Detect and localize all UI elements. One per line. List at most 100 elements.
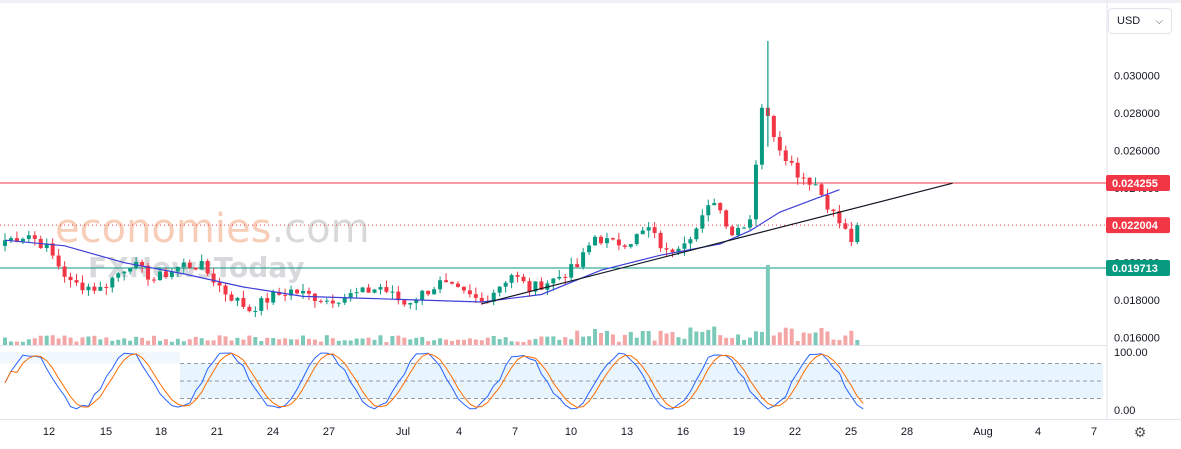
currency-select[interactable]: USD ⌵ <box>1108 8 1172 34</box>
candle-body <box>694 228 699 240</box>
volume-bar <box>259 341 264 345</box>
volume-bar <box>664 333 669 345</box>
candle-body <box>634 234 639 245</box>
volume-bar <box>396 335 401 345</box>
candle-body <box>3 240 7 246</box>
volume-bar <box>634 337 639 345</box>
volume-bar <box>432 340 437 345</box>
candle-body <box>473 294 478 298</box>
x-tick-label: 7 <box>1091 426 1097 438</box>
gear-icon[interactable]: ⚙ <box>1133 424 1147 440</box>
volume-bar <box>831 339 836 345</box>
volume-bar <box>783 327 788 345</box>
volume-bar <box>187 339 192 345</box>
volume-bar <box>306 338 311 345</box>
y-tick-label: 0.028000 <box>1114 108 1160 120</box>
volume-bar <box>140 337 145 345</box>
candle-body <box>324 300 329 302</box>
candle-body <box>771 115 776 138</box>
candle-body <box>628 244 633 247</box>
candle-body <box>217 282 222 286</box>
volume-bar <box>599 332 603 345</box>
volume-bar <box>26 339 31 345</box>
candle-body <box>777 137 782 151</box>
volume-bar <box>205 340 210 345</box>
x-tick-label: Aug <box>973 426 993 438</box>
volume-bar <box>38 335 43 345</box>
x-tick-label: Jul <box>396 426 410 438</box>
y-tick-label: 0.030000 <box>1114 71 1160 83</box>
volume-bar <box>372 339 377 345</box>
price-tag <box>1106 217 1170 234</box>
volume-bar <box>610 334 615 345</box>
volume-bar <box>813 332 818 345</box>
watermark-logo: economies.com <box>55 206 370 252</box>
x-tick-label: 10 <box>565 426 577 438</box>
candle-body <box>479 297 484 302</box>
candle-body <box>461 286 466 291</box>
candle-body <box>98 286 103 291</box>
candle-body <box>742 227 747 229</box>
osc-tick-label: 100.00 <box>1114 347 1148 359</box>
candle-body <box>563 276 568 278</box>
volume-bar <box>670 331 675 345</box>
volume-bar <box>122 338 127 345</box>
candle-body <box>187 262 192 268</box>
volume-bar <box>408 339 413 345</box>
volume-bar <box>241 339 246 345</box>
candle-body <box>807 177 812 185</box>
candle-body <box>688 239 693 244</box>
candle-body <box>312 293 317 302</box>
volume-bar <box>342 340 347 345</box>
candle-body <box>432 289 437 295</box>
x-tick-label: 24 <box>267 426 279 438</box>
volume-bar <box>849 330 854 345</box>
volume-bar <box>497 339 502 345</box>
candle-body <box>539 281 544 290</box>
candle-body <box>712 203 717 206</box>
volume-bar <box>318 341 323 345</box>
candle-body <box>163 271 168 278</box>
volume-bar <box>289 339 294 345</box>
x-tick-label: 4 <box>1035 426 1041 438</box>
candle-body <box>348 293 353 298</box>
candle-body <box>169 271 174 278</box>
candle-body <box>128 267 133 272</box>
volume-bar <box>62 335 67 345</box>
volume-bar <box>527 339 532 345</box>
candle-body <box>32 235 37 239</box>
candle-body <box>533 281 538 292</box>
volume-bar <box>163 339 168 345</box>
volume-bar <box>366 337 371 345</box>
volume-bar <box>44 335 49 345</box>
volume-bar <box>324 335 329 345</box>
candle-body <box>181 262 186 267</box>
volume-bar <box>587 336 592 345</box>
volume-bar <box>134 336 139 345</box>
candle-body <box>658 232 663 249</box>
candle-body <box>152 279 156 281</box>
candle-body <box>700 215 705 229</box>
volume-bar-spike <box>765 265 770 345</box>
candle-body <box>783 150 788 161</box>
volume-bar <box>283 338 288 345</box>
candle-body <box>420 290 425 300</box>
candle-body <box>813 184 818 186</box>
volume-bar <box>581 336 586 345</box>
candle-body <box>664 248 669 250</box>
volume-bar <box>3 337 7 345</box>
candle-body <box>372 289 377 293</box>
candle-body <box>116 273 121 278</box>
price-tag-label: 0.019713 <box>1112 263 1158 275</box>
volume-bar <box>211 340 216 345</box>
volume-bar <box>336 340 341 345</box>
volume-bar <box>152 335 156 345</box>
volume-bar <box>473 339 478 345</box>
price-tag-label: 0.022004 <box>1112 220 1159 232</box>
volume-bar <box>640 330 645 345</box>
volume-bar <box>616 341 621 345</box>
y-tick-label: 0.018000 <box>1114 295 1160 307</box>
volume-bars <box>3 265 860 345</box>
